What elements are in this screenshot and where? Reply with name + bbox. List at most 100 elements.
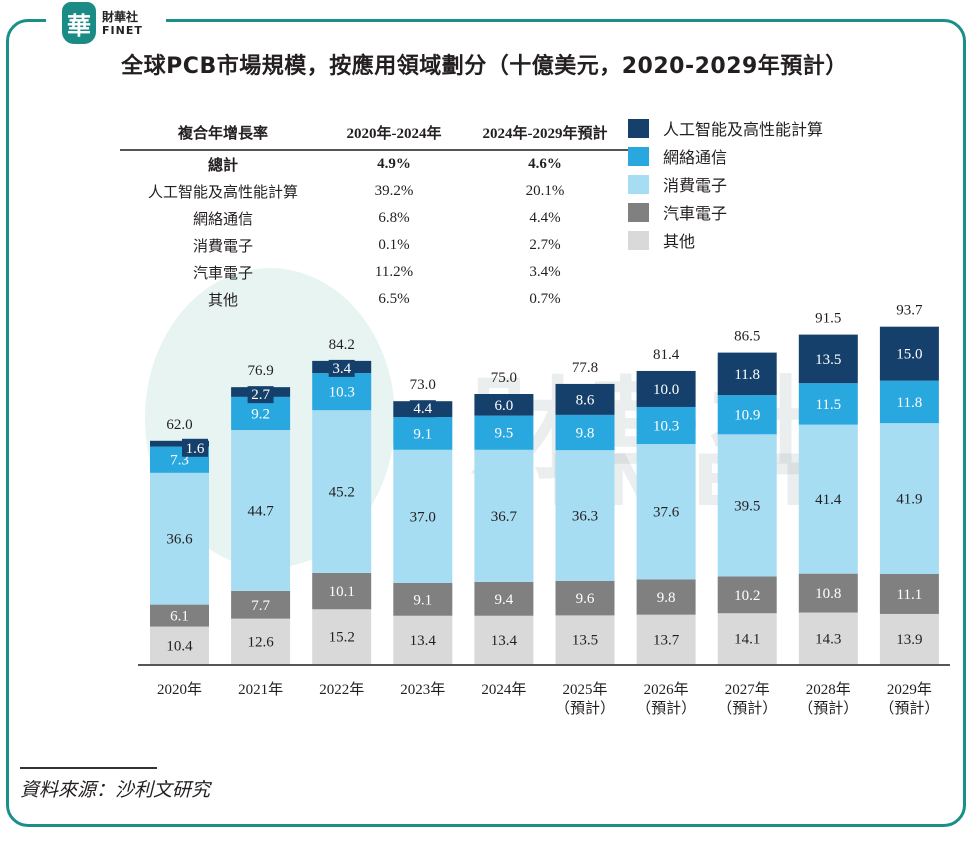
x-tick-sublabel: （預計）: [717, 700, 777, 717]
bar-segment-label: 9.2: [251, 406, 270, 422]
bar-segment: [636, 370, 696, 407]
bar-segment-label: 9.1: [413, 426, 432, 442]
bar-segment: [474, 415, 534, 450]
bar-segment: [150, 626, 209, 664]
bar-segment-label: 10.8: [815, 586, 841, 602]
legend-swatch-icon: [628, 230, 649, 250]
source-divider: [20, 767, 157, 769]
bar-segment-label: 9.5: [495, 426, 514, 442]
bar-segment: [879, 613, 939, 664]
bar-total-label: 62.0: [166, 417, 192, 433]
small-label-badge: [247, 386, 274, 404]
cagr-header-period2: 2024年-2029年預計: [462, 118, 628, 151]
legend-item: 人工智能及高性能計算: [628, 114, 823, 142]
bar-segment-label: 13.7: [653, 632, 680, 648]
x-tick-label: 2027年: [725, 681, 770, 698]
bar-total-label: 77.8: [572, 360, 598, 376]
bar-segment: [717, 352, 777, 396]
cagr-value-2020-2024: 6.8%: [378, 210, 410, 226]
bar-segment: [474, 449, 534, 582]
bar-segment: [555, 414, 615, 451]
logo-name-en: FINET: [102, 23, 143, 37]
bar-segment: [636, 444, 696, 580]
logo-badge-icon: 華: [62, 2, 96, 44]
bar-segment: [879, 423, 939, 574]
cagr-value-2020-2024: 6.5%: [378, 291, 410, 307]
bar-segment: [798, 383, 858, 425]
cagr-segment-label: 消費電子: [192, 239, 253, 255]
finet-logo: 華 財華社 FINET: [62, 2, 143, 44]
bar-segment-label: 10.2: [734, 588, 760, 604]
bar-segment: [231, 430, 291, 591]
bar-segment: [798, 334, 858, 384]
cagr-value-2020-2024: 0.1%: [378, 237, 410, 253]
cagr-row: 消費電子 0.1% 2.7%: [120, 232, 628, 259]
legend-label: 消費電子: [663, 178, 728, 195]
small-label-badge: [182, 438, 208, 457]
bar-segment-label: 36.3: [572, 509, 598, 525]
bar-segment-label: 11.1: [897, 587, 923, 603]
bar-segment: [717, 576, 777, 614]
bar-segment-label: 41.4: [815, 492, 842, 508]
bar-segment-label: 11.8: [734, 367, 760, 383]
cagr-segment-label: 網絡通信: [192, 212, 253, 228]
bar-total-label: 84.2: [329, 337, 355, 353]
bar-segment: [474, 394, 534, 416]
bar-segment-label: 12.6: [247, 634, 274, 650]
bar-segment-label: 11.8: [897, 395, 923, 411]
logo-name-zh: 財華社: [102, 9, 139, 24]
bar-segment-label: 6.1: [170, 609, 189, 625]
bar-total-label: 86.5: [734, 329, 760, 345]
bar-total-label: 76.9: [247, 363, 273, 379]
bar-segment: [798, 424, 858, 574]
bar-segment-label: 6.0: [495, 398, 514, 414]
x-tick-sublabel: （預計）: [879, 700, 939, 717]
bar-segment-label: 13.9: [896, 632, 922, 648]
bar-total-label: 93.7: [896, 303, 923, 319]
x-tick-sublabel: （預計）: [636, 700, 696, 717]
bar-segment: [312, 373, 372, 411]
bar-segment: [231, 590, 291, 619]
legend-item: 消費電子: [628, 170, 823, 198]
x-tick-label: 2024年: [481, 681, 526, 698]
bar-segment-label: 10.3: [653, 419, 679, 435]
bar-segment: [798, 612, 858, 664]
bar-segment-label: 3.4: [332, 361, 351, 377]
cagr-table: 複合年增長率 2020年-2024年 2024年-2029年預計 總計 4.9% 4…: [120, 118, 628, 313]
bar-segment: [393, 417, 453, 450]
cagr-value-2024-2029: 4.4%: [529, 210, 561, 226]
bar-segment-label: 9.4: [495, 592, 514, 608]
cagr-value-2024-2029: 4.6%: [528, 156, 562, 172]
legend-item: 網絡通信: [628, 142, 823, 170]
cagr-segment-label: 總計: [207, 158, 238, 174]
bar-segment-label: 37.0: [410, 509, 436, 525]
bar-segment-label: 37.6: [653, 505, 680, 521]
legend-label: 汽車電子: [663, 206, 728, 223]
bar-segment: [555, 615, 615, 664]
x-tick-label: 2021年: [238, 681, 283, 698]
cagr-segment-label: 人工智能及高性能計算: [147, 185, 298, 201]
bar-segment-label: 14.3: [815, 631, 841, 647]
bar-total-label: 75.0: [491, 370, 517, 386]
cagr-value-2024-2029: 0.7%: [529, 291, 561, 307]
bar-segment-label: 7.7: [251, 598, 270, 614]
bar-segment-label: 13.4: [491, 633, 518, 649]
x-tick-sublabel: （預計）: [555, 700, 615, 717]
cagr-value-2024-2029: 20.1%: [525, 183, 565, 199]
legend-swatch-icon: [628, 174, 649, 194]
bar-segment-label: 13.4: [410, 633, 437, 649]
bar-segment-label: 45.2: [329, 485, 355, 501]
legend-swatch-icon: [628, 118, 649, 138]
bar-segment-label: 9.6: [576, 591, 595, 607]
bar-segment-label: 1.6: [186, 441, 205, 457]
bar-segment-label: 13.5: [815, 352, 841, 368]
chart-title: 全球PCB市場規模，按應用領域劃分（十億美元，2020-2029年預計）: [121, 54, 848, 79]
bar-segment: [717, 434, 777, 577]
x-tick-label: 2022年: [319, 681, 364, 698]
bar-segment: [717, 395, 777, 435]
cagr-header-label: 複合年增長率: [120, 118, 326, 151]
bar-segment-label: 41.9: [896, 492, 922, 508]
bar-segment: [636, 579, 696, 615]
bar-segment: [555, 580, 615, 616]
